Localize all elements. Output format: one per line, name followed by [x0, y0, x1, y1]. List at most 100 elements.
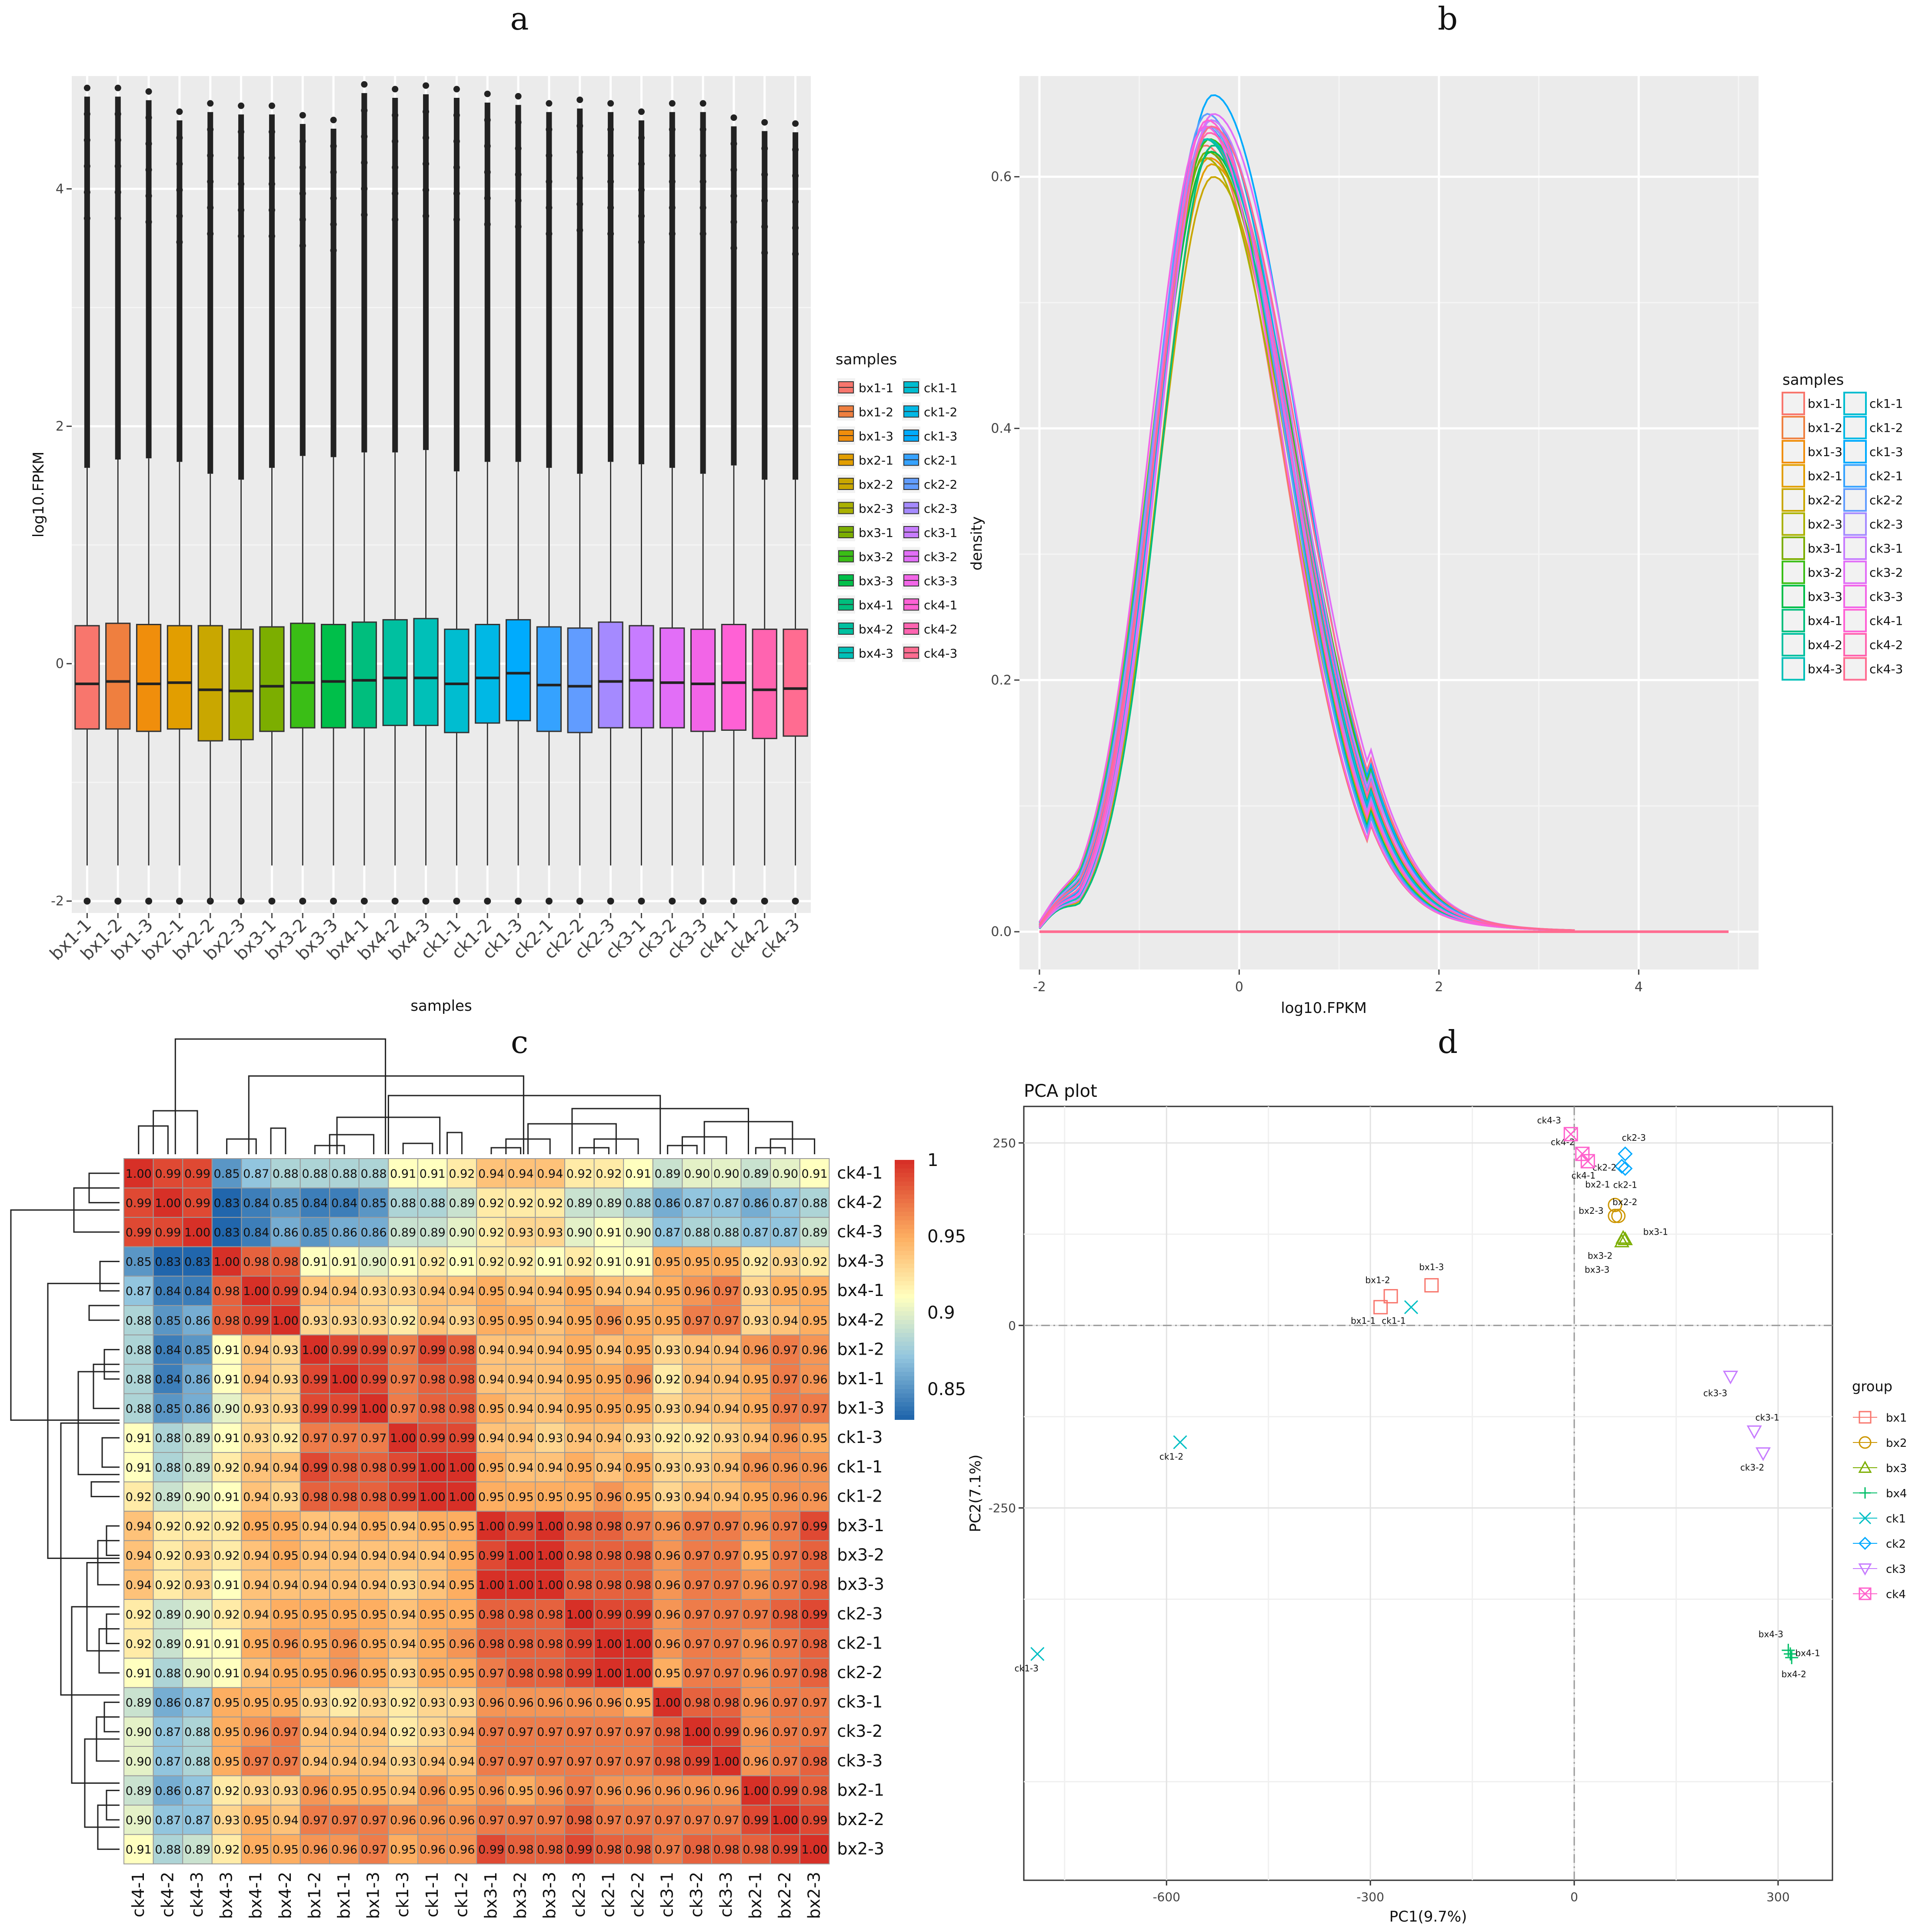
- heatmap-cell-label: 0.83: [214, 1196, 240, 1210]
- panel-letter-d: d: [1438, 1024, 1458, 1060]
- heatmap-cell-label: 0.93: [361, 1696, 387, 1710]
- y-tick-label: 0: [56, 656, 64, 672]
- heatmap-cell-label: 0.85: [155, 1402, 181, 1416]
- box-bx1-2: [105, 623, 131, 730]
- colorbar-segment: [895, 1385, 914, 1390]
- outlier-point: [145, 192, 152, 199]
- heatmap-cell-label: 0.96: [273, 1637, 299, 1651]
- row-dendrogram-branch: [101, 1437, 120, 1468]
- heatmap-cell-label: 0.96: [802, 1490, 828, 1504]
- heatmap-cell-label: 0.88: [331, 1167, 357, 1181]
- heatmap-cell-label: 0.92: [566, 1256, 593, 1269]
- point-ck1-2: [1173, 1435, 1187, 1449]
- legend-label: ck3-1: [924, 526, 957, 540]
- heatmap-cell-label: 0.96: [772, 1461, 798, 1475]
- heatmap-cell-label: 0.95: [478, 1314, 504, 1328]
- heatmap-cell: [417, 1158, 448, 1189]
- heatmap-cell: [770, 1687, 800, 1718]
- heatmap-cell: [770, 1422, 800, 1453]
- heatmap-cell-label: 1.00: [537, 1579, 563, 1592]
- legend-label: ck1-2: [1869, 421, 1903, 435]
- y-axis-label: PC2(7.1%): [967, 1455, 984, 1532]
- heatmap-cell-label: 0.94: [537, 1285, 563, 1298]
- box-ck2-2: [567, 627, 593, 733]
- heatmap-cell-label: 0.88: [713, 1226, 739, 1239]
- heatmap-cell-label: 0.93: [655, 1343, 681, 1357]
- point-label-ck2-2: ck2-2: [1592, 1163, 1616, 1173]
- heatmap-cell: [564, 1569, 595, 1600]
- heatmap-cell: [153, 1687, 183, 1718]
- heatmap-cell: [711, 1834, 742, 1865]
- heatmap-cell: [358, 1687, 389, 1718]
- y-tick-label: 4: [56, 181, 64, 197]
- heatmap-cell-label: 0.95: [273, 1696, 299, 1710]
- heatmap-cell-label: 0.95: [273, 1843, 299, 1857]
- heatmap-cell-label: 0.85: [302, 1226, 328, 1239]
- y-tick-label: 0: [1008, 1319, 1016, 1333]
- heatmap-cell-label: 0.96: [655, 1608, 681, 1622]
- point-bx4-2: [1785, 1651, 1799, 1664]
- heatmap-cell-label: 0.99: [243, 1314, 269, 1328]
- outlier-point: [299, 190, 306, 197]
- heatmap-cell-label: 0.95: [625, 1490, 651, 1504]
- colorbar-tick-label: 0.95: [927, 1227, 966, 1247]
- heatmap-cell: [153, 1246, 183, 1277]
- heatmap-cell: [770, 1834, 800, 1865]
- heatmap-cell-label: 0.94: [302, 1725, 328, 1739]
- heatmap-cell: [182, 1364, 213, 1394]
- pca-panel: -600 -300 0 300 -250 0 250 PCA plot PC1(9.7%) PC2…: [967, 1081, 1907, 1925]
- legend-label: ck4: [1886, 1588, 1906, 1601]
- heatmap-cell-label: 0.93: [743, 1314, 769, 1328]
- heatmap-cell-label: 0.88: [155, 1843, 181, 1857]
- heatmap-cell-label: 0.98: [596, 1843, 622, 1857]
- heatmap-cell-label: 1.00: [478, 1579, 504, 1592]
- outlier-point: [700, 126, 706, 133]
- heatmap-cell-label: 0.98: [537, 1608, 563, 1622]
- outlier-point: [792, 120, 799, 127]
- heatmap-cell-label: 0.86: [331, 1226, 357, 1239]
- heatmap-cell-label: 0.96: [655, 1549, 681, 1563]
- heatmap-cell-label: 0.97: [684, 1520, 710, 1533]
- heatmap-cell-label: 0.94: [302, 1549, 328, 1563]
- heatmap-cell: [535, 1511, 566, 1541]
- heatmap-cell-label: 0.95: [478, 1461, 504, 1475]
- colorbar-segment: [895, 1307, 914, 1312]
- heatmap-cell: [300, 1246, 330, 1277]
- heatmap-cell: [446, 1393, 477, 1424]
- heatmap-cell-label: 0.94: [537, 1402, 563, 1416]
- heatmap-cell-label: 0.99: [155, 1167, 181, 1181]
- heatmap-cell-label: 0.91: [390, 1167, 416, 1181]
- heatmap-cell-label: 0.89: [155, 1608, 181, 1622]
- point-label-bx1-3: bx1-3: [1419, 1262, 1444, 1272]
- heatmap-cell-label: 0.95: [655, 1285, 681, 1298]
- heatmap-cell: [593, 1481, 624, 1512]
- heatmap-cell-label: 0.93: [273, 1373, 299, 1386]
- heatmap-cell-label: 1.00: [537, 1549, 563, 1563]
- outlier-point: [268, 233, 275, 240]
- heatmap-cell-label: 0.92: [743, 1256, 769, 1269]
- legend-key-bx1-2: [1782, 416, 1805, 440]
- heatmap-cell: [417, 1511, 448, 1541]
- outlier-point: [546, 152, 553, 159]
- heatmap-cell: [652, 1305, 683, 1336]
- heatmap-cell: [300, 1834, 330, 1865]
- heatmap-cell-label: 0.95: [655, 1256, 681, 1269]
- heatmap-cell-label: 0.84: [331, 1196, 357, 1210]
- heatmap-cell: [505, 1305, 536, 1336]
- heatmap-cell-label: 0.96: [713, 1784, 739, 1798]
- heatmap-cell-label: 0.94: [273, 1814, 299, 1827]
- point-bx1-1: [1373, 1300, 1388, 1315]
- point-ck3-3: [1722, 1370, 1739, 1385]
- heatmap-cell-label: 0.96: [596, 1314, 622, 1328]
- heatmap-cell-label: 0.91: [126, 1667, 152, 1680]
- heatmap-cell: [799, 1746, 830, 1776]
- col-label-bx1-1: bx1-1: [334, 1872, 353, 1919]
- colorbar-segment: [895, 1238, 914, 1243]
- box-bx4-3: [413, 618, 439, 726]
- outlier-point: [145, 88, 152, 95]
- point-bx4-1: [1784, 1647, 1797, 1661]
- heatmap-cell: [799, 1716, 830, 1747]
- row-label-bx1-3: bx1-3: [837, 1399, 884, 1418]
- heatmap-cell-label: 1.00: [625, 1637, 651, 1651]
- row-dendrogram-branch: [99, 1261, 120, 1292]
